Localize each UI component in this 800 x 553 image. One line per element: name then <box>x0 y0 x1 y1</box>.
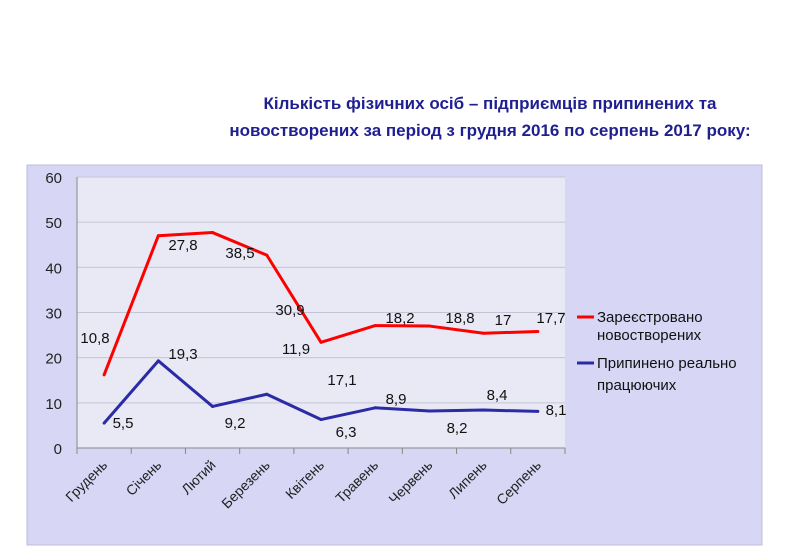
data-label: 8,1 <box>546 402 567 419</box>
data-point <box>156 234 160 238</box>
chart-title-line-1: Кількість фізичних осіб – підприємців пр… <box>263 94 717 113</box>
data-point <box>211 404 215 408</box>
data-label: 17,1 <box>327 372 356 389</box>
data-point <box>156 359 160 363</box>
data-point <box>373 324 377 328</box>
data-point <box>373 406 377 410</box>
data-point <box>319 418 323 422</box>
data-label: 30,9 <box>275 302 304 319</box>
data-label: 10,8 <box>80 330 109 347</box>
data-label: 18,8 <box>445 310 474 327</box>
data-point <box>536 329 540 333</box>
data-point <box>211 231 215 235</box>
data-point <box>427 409 431 413</box>
data-label: 17,7 <box>536 310 565 327</box>
data-point <box>319 340 323 344</box>
data-point <box>482 408 486 412</box>
chart-title: Кількість фізичних осіб – підприємців пр… <box>190 90 790 144</box>
data-label: 18,2 <box>385 310 414 327</box>
data-point <box>482 331 486 335</box>
data-label: 27,8 <box>168 237 197 254</box>
y-tick-label: 30 <box>45 306 62 323</box>
y-tick-label: 50 <box>45 215 62 232</box>
y-tick-label: 60 <box>45 170 62 187</box>
y-tick-label: 0 <box>54 441 62 458</box>
y-tick-label: 10 <box>45 396 62 413</box>
y-tick-label: 20 <box>45 351 62 368</box>
data-point <box>102 373 106 377</box>
data-label: 8,9 <box>386 391 407 408</box>
legend-label: працюючих <box>597 377 677 394</box>
data-point <box>536 409 540 413</box>
data-label: 5,5 <box>113 415 134 432</box>
data-point <box>102 421 106 425</box>
data-label: 8,4 <box>487 387 508 404</box>
data-label: 38,5 <box>225 245 254 262</box>
data-point <box>265 392 269 396</box>
data-label: 17 <box>495 312 512 329</box>
y-tick-label: 40 <box>45 260 62 277</box>
data-point <box>427 324 431 328</box>
chart-title-line-2: новостворених за період з грудня 2016 по… <box>229 121 751 140</box>
data-point <box>265 253 269 257</box>
data-label: 9,2 <box>225 415 246 432</box>
data-label: 11,9 <box>282 341 310 358</box>
data-label: 6,3 <box>336 424 357 441</box>
data-label: 19,3 <box>168 346 197 363</box>
data-label: 8,2 <box>447 420 468 437</box>
legend-label: новостворених <box>597 327 702 344</box>
legend-label: Зареєстровано <box>597 309 703 326</box>
legend-label: Припинено реально <box>597 355 737 372</box>
